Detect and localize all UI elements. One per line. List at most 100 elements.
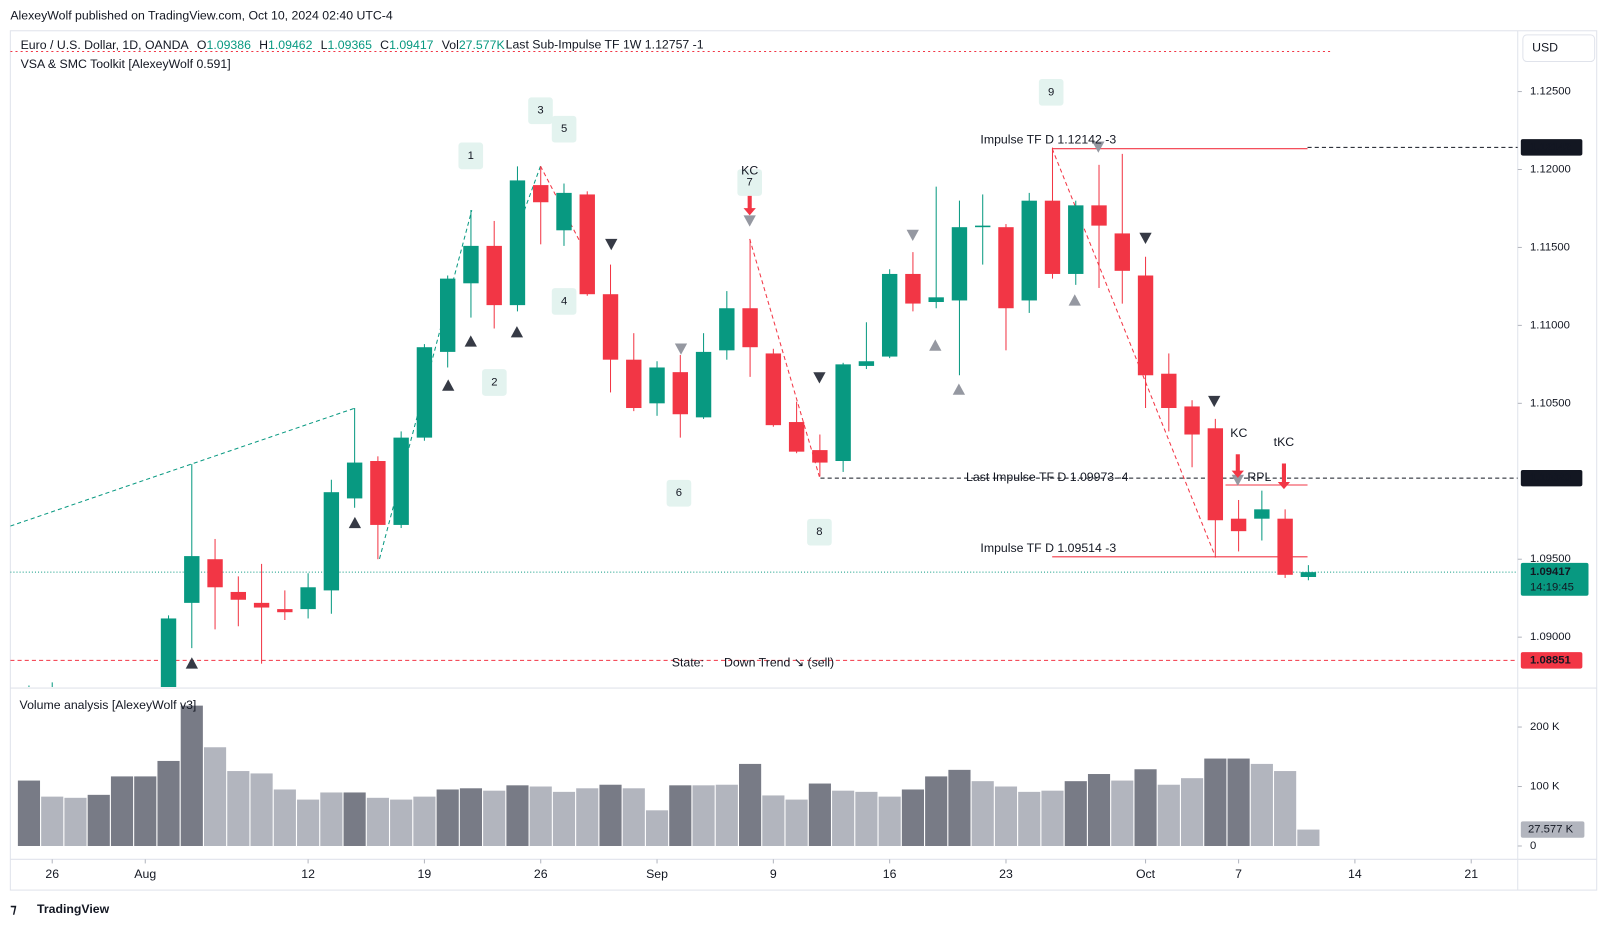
volume-bar [669, 785, 692, 846]
volume-bar [855, 791, 878, 846]
volume-bar [925, 776, 948, 846]
currency-button[interactable] [1522, 34, 1596, 63]
volume-tick-label: 0 [1530, 840, 1536, 852]
publisher: AlexeyWolf published on TradingView.com,… [10, 9, 392, 23]
candle-body [1137, 275, 1154, 376]
candle-body [626, 359, 642, 409]
volume-bar [948, 769, 971, 846]
drawings [10, 50, 1518, 669]
legend-value: 27.577K [459, 38, 506, 52]
volume-bar [110, 776, 134, 846]
wave-label: 6 [676, 487, 682, 499]
symbol-legend: Euro / U.S. Dollar, 1D, OANDA O1.09386 H1.… [21, 38, 506, 52]
volume-bar [41, 796, 64, 846]
x-tick-label: 16 [883, 867, 897, 881]
volume-bar [971, 781, 994, 846]
volume-bar [366, 797, 389, 846]
signal-up [510, 326, 524, 338]
x-tick-label: 23 [999, 867, 1013, 881]
price-tag [1520, 652, 1583, 669]
volume-bar [134, 776, 157, 846]
x-tick-label: 14 [1348, 867, 1362, 881]
signal-up [929, 339, 942, 351]
candle-body [1184, 406, 1200, 435]
candle-body [649, 367, 665, 404]
volume-tick-label: 200 K [1530, 721, 1560, 733]
legend-value: 1.09462 [268, 38, 313, 52]
volume-bar [785, 799, 808, 846]
volume-bar [692, 785, 715, 846]
signal-up [952, 383, 966, 395]
annotation: Last Sub-Impulse TF 1W 1.12757 -1 [506, 37, 704, 51]
volume-bar [878, 796, 901, 846]
volume-bar [87, 794, 110, 846]
candle-body [1044, 200, 1061, 274]
candle-body [788, 422, 805, 452]
legend-value: 1.09365 [328, 38, 373, 52]
annotation: Last Impulse TF D 1.09973 -4 [966, 470, 1129, 484]
symbol-name: Euro / U.S. Dollar, 1D, OANDA [21, 38, 190, 52]
volume-bar [506, 785, 529, 846]
volume-bar [250, 773, 273, 846]
legend-value: 1.09386 [206, 38, 251, 52]
kc-arrow-head [1231, 470, 1244, 478]
volume-title: Volume analysis [AlexeyWolf v3] [20, 698, 197, 712]
volume-bar [1087, 774, 1111, 846]
volume-bar [901, 789, 924, 846]
candle-body [416, 347, 433, 438]
x-tick-label: 7 [1235, 867, 1242, 881]
x-tick-label: 26 [534, 867, 548, 881]
candle-body [719, 308, 735, 351]
state-value: Down Trend ↘ (sell) [724, 656, 834, 670]
candle-body [486, 245, 502, 306]
volume-bar [459, 788, 483, 846]
candle-body [1277, 518, 1293, 575]
volume-bar [157, 760, 180, 846]
candle-body [928, 297, 944, 303]
legend-field: Vol [442, 38, 459, 52]
candle-body [602, 294, 619, 360]
volume-bar [227, 771, 250, 846]
x-tick-label: Sep [646, 867, 668, 881]
kc-arrow-head [1277, 481, 1291, 490]
candle-body [556, 192, 572, 231]
candle-body [230, 591, 247, 600]
volume-bar [1250, 763, 1273, 846]
frame [9, 30, 1598, 891]
candle-body [742, 308, 758, 348]
volume-bar [343, 792, 366, 846]
price-tag [1520, 469, 1583, 487]
overlay: Euro / U.S. Dollar, 1D, OANDA O1.09386 H1.… [17, 37, 1589, 881]
countdown: 14:19:45 [1530, 582, 1574, 594]
y-tick-label: 1.10500 [1530, 397, 1571, 409]
annotation: tKC [1274, 435, 1295, 449]
volume-bar [390, 799, 413, 846]
wave-box [737, 169, 762, 196]
signal-up [1068, 294, 1081, 306]
candle-body [1091, 205, 1107, 226]
x-tick-label: 9 [770, 867, 777, 881]
wave-label: 2 [491, 376, 497, 388]
volume-tag-label: 27.577 K [1528, 824, 1574, 836]
legend-field: O [197, 38, 207, 52]
volume-bar [529, 786, 552, 846]
volume-bar [1018, 791, 1041, 846]
volume-bar [739, 763, 762, 846]
y-tick-label: 1.09500 [1530, 553, 1571, 565]
volume-tag [1520, 821, 1585, 838]
price-tag-label: 1.10020 [1530, 472, 1571, 484]
zigzag [749, 238, 820, 477]
x-tick-label: 12 [301, 867, 315, 881]
candle-body [835, 364, 851, 462]
volume-bar [17, 780, 41, 846]
signal-down [605, 238, 618, 251]
wave-label: 7 [747, 177, 753, 189]
volume-bar [576, 788, 599, 846]
volume-bar [622, 788, 645, 846]
candle-body [323, 492, 340, 591]
volume-bar [436, 789, 459, 846]
candle-body [975, 225, 991, 228]
state-label: State: [672, 656, 704, 670]
candle-body [370, 461, 386, 525]
